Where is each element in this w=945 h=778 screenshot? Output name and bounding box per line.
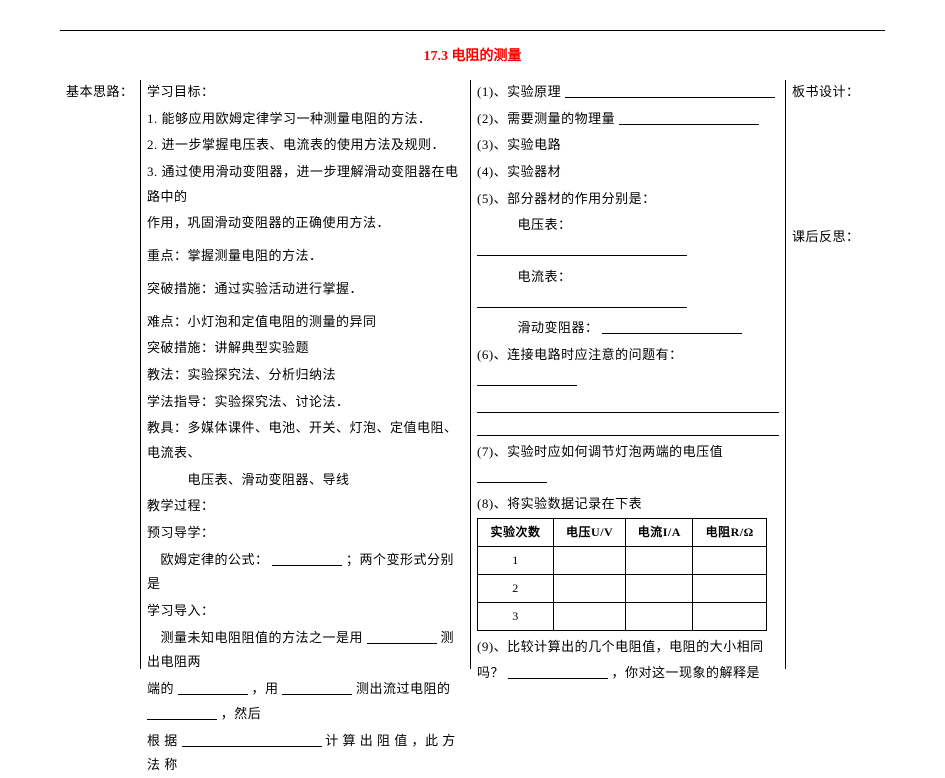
m1-l9: 突破措施：讲解典型实验题	[147, 336, 464, 361]
m1-l3: 2. 进一步掌握电压表、电流表的使用方法及规则．	[147, 133, 464, 158]
blank	[602, 319, 742, 334]
blank	[477, 468, 547, 483]
td: 2	[478, 574, 554, 602]
m1-l17: 测量未知电阻阻值的方法之一是用 测出电阻两	[147, 626, 464, 675]
table-row: 2	[478, 574, 767, 602]
r7: (7)、实验时应如何调节灯泡两端的电压值	[477, 444, 723, 459]
m1-l14: 预习导学：	[147, 521, 464, 546]
top-rule	[60, 30, 885, 31]
r1: (1)、实验原理	[477, 80, 779, 105]
blank	[178, 680, 248, 695]
blank-line	[477, 394, 779, 413]
m1-l5: 作用，巩固滑动变阻器的正确使用方法．	[147, 211, 464, 236]
m1-l12b: 电压表、滑动变阻器、导线	[147, 468, 464, 493]
page-title: 17.3 电阻的测量	[0, 44, 945, 71]
th-0: 实验次数	[478, 519, 554, 547]
left-heading: 基本思路：	[66, 80, 134, 105]
blank	[282, 680, 352, 695]
r5s: 滑动变阻器：	[477, 320, 599, 335]
m1-l19: 根 据 计 算 出 阻 值 ，此 方 法 称	[147, 729, 464, 778]
r3: (3)、实验电路	[477, 133, 779, 158]
r5v: 电压表：	[477, 217, 572, 232]
m1-l15: 欧姆定律的公式： ；两个变形式分别是	[147, 548, 464, 597]
m1-l15a: 欧姆定律的公式：	[147, 552, 269, 567]
blank	[477, 371, 577, 386]
blank	[147, 705, 217, 720]
col-left: 基本思路：	[60, 80, 140, 669]
blank	[182, 732, 322, 747]
r9b: 吗？	[477, 665, 504, 680]
m1-l12a: 教具：多媒体课件、电池、开关、灯泡、定值电阻、电流表、	[147, 416, 464, 465]
m1-l18c: 测出流过电阻的	[356, 681, 451, 696]
col-mid2: (1)、实验原理 (2)、需要测量的物理量 (3)、实验电路 (4)、实验器材 …	[470, 80, 785, 669]
r6: (6)、连接电路时应注意的问题有：	[477, 343, 779, 392]
m1-l18b: ，用	[252, 681, 279, 696]
m1-l18: 端的 ，用 测出流过电阻的 ，然后	[147, 677, 464, 726]
r4: (4)、实验器材	[477, 160, 779, 185]
blank	[619, 110, 759, 125]
td: 3	[478, 602, 554, 630]
r9a: (9)、比较计算出的几个电阻值，电阻的大小相同	[477, 635, 779, 660]
table-header-row: 实验次数 电压U/V 电流I/A 电阻R/Ω	[478, 519, 767, 547]
r7-line: (7)、实验时应如何调节灯泡两端的电压值	[477, 440, 779, 489]
columns: 基本思路： 学习目标： 1. 能够应用欧姆定律学习一种测量电阻的方法． 2. 进…	[60, 80, 885, 669]
table-row: 3	[478, 602, 767, 630]
m1-l4: 3. 通过使用滑动变阻器，进一步理解滑动变阻器在电路中的	[147, 160, 464, 209]
blank	[272, 551, 342, 566]
m1-l17a: 测量未知电阻阻值的方法之一是用	[147, 630, 363, 645]
data-table: 实验次数 电压U/V 电流I/A 电阻R/Ω 1 2 3	[477, 518, 767, 630]
m1-l18a: 端的	[147, 681, 174, 696]
col-mid1: 学习目标： 1. 能够应用欧姆定律学习一种测量电阻的方法． 2. 进一步掌握电压…	[140, 80, 470, 669]
th-2: 电流I/A	[626, 519, 693, 547]
blank	[565, 83, 775, 98]
m1-l10: 教法：实验探究法、分析归纳法	[147, 363, 464, 388]
m1-l7: 突破措施：通过实验活动进行掌握．	[147, 277, 464, 302]
m1-l2: 1. 能够应用欧姆定律学习一种测量电阻的方法．	[147, 107, 464, 132]
r2: (2)、需要测量的物理量	[477, 107, 779, 132]
page: 17.3 电阻的测量 基本思路： 学习目标： 1. 能够应用欧姆定律学习一种测量…	[0, 0, 945, 669]
td: 1	[478, 547, 554, 575]
m1-l19a: 根 据	[147, 733, 178, 748]
blank	[367, 629, 437, 644]
m1-l8: 难点：小灯泡和定值电阻的测量的异同	[147, 310, 464, 335]
r1a: (1)、实验原理	[477, 84, 561, 99]
r8: (8)、将实验数据记录在下表	[477, 492, 779, 517]
r5v-line: 电压表：	[477, 213, 779, 262]
r9c: ，你对这一现象的解释是	[612, 665, 761, 680]
m1-l16: 学习导入：	[147, 599, 464, 624]
right-a: 板书设计：	[792, 80, 879, 105]
r2a: (2)、需要测量的物理量	[477, 111, 615, 126]
blank	[508, 664, 608, 679]
blank	[477, 293, 687, 308]
r5: (5)、部分器材的作用分别是：	[477, 187, 779, 212]
m1-l11: 学法指导：实验探究法、讨论法．	[147, 390, 464, 415]
col-right: 板书设计： 课后反思：	[785, 80, 885, 669]
m1-l18d: ，然后	[221, 706, 262, 721]
blank	[477, 241, 687, 256]
m1-l13: 教学过程：	[147, 494, 464, 519]
th-3: 电阻R/Ω	[693, 519, 767, 547]
r5i: 电流表：	[477, 269, 572, 284]
r5s-line: 滑动变阻器：	[477, 316, 779, 341]
th-1: 电压U/V	[553, 519, 625, 547]
table-row: 1	[478, 547, 767, 575]
m1-l1: 学习目标：	[147, 80, 464, 105]
r6a: (6)、连接电路时应注意的问题有：	[477, 347, 683, 362]
r9-line: 吗？ ，你对这一现象的解释是	[477, 661, 779, 686]
blank-line	[477, 417, 779, 436]
m1-l6: 重点：掌握测量电阻的方法．	[147, 244, 464, 269]
r5i-line: 电流表：	[477, 265, 779, 314]
right-b: 课后反思：	[792, 225, 879, 250]
